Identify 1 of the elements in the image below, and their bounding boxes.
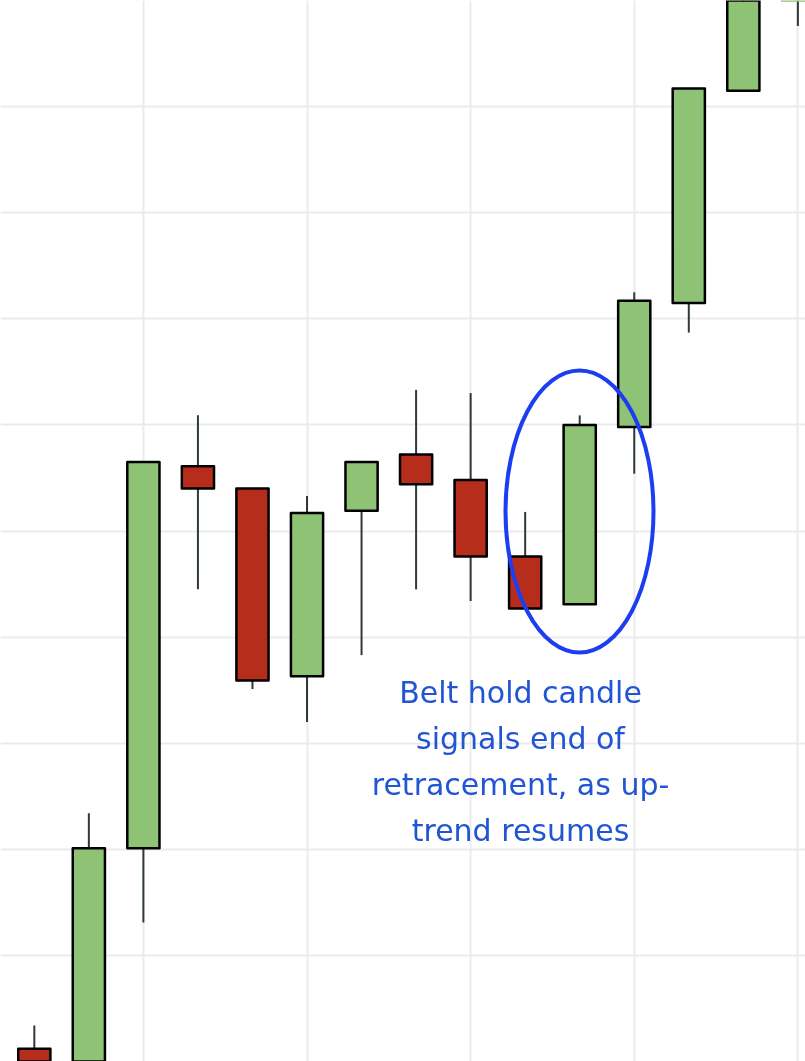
annotation: Belt hold candle signals end of retracement, as up-trend resumes bbox=[371, 675, 670, 848]
